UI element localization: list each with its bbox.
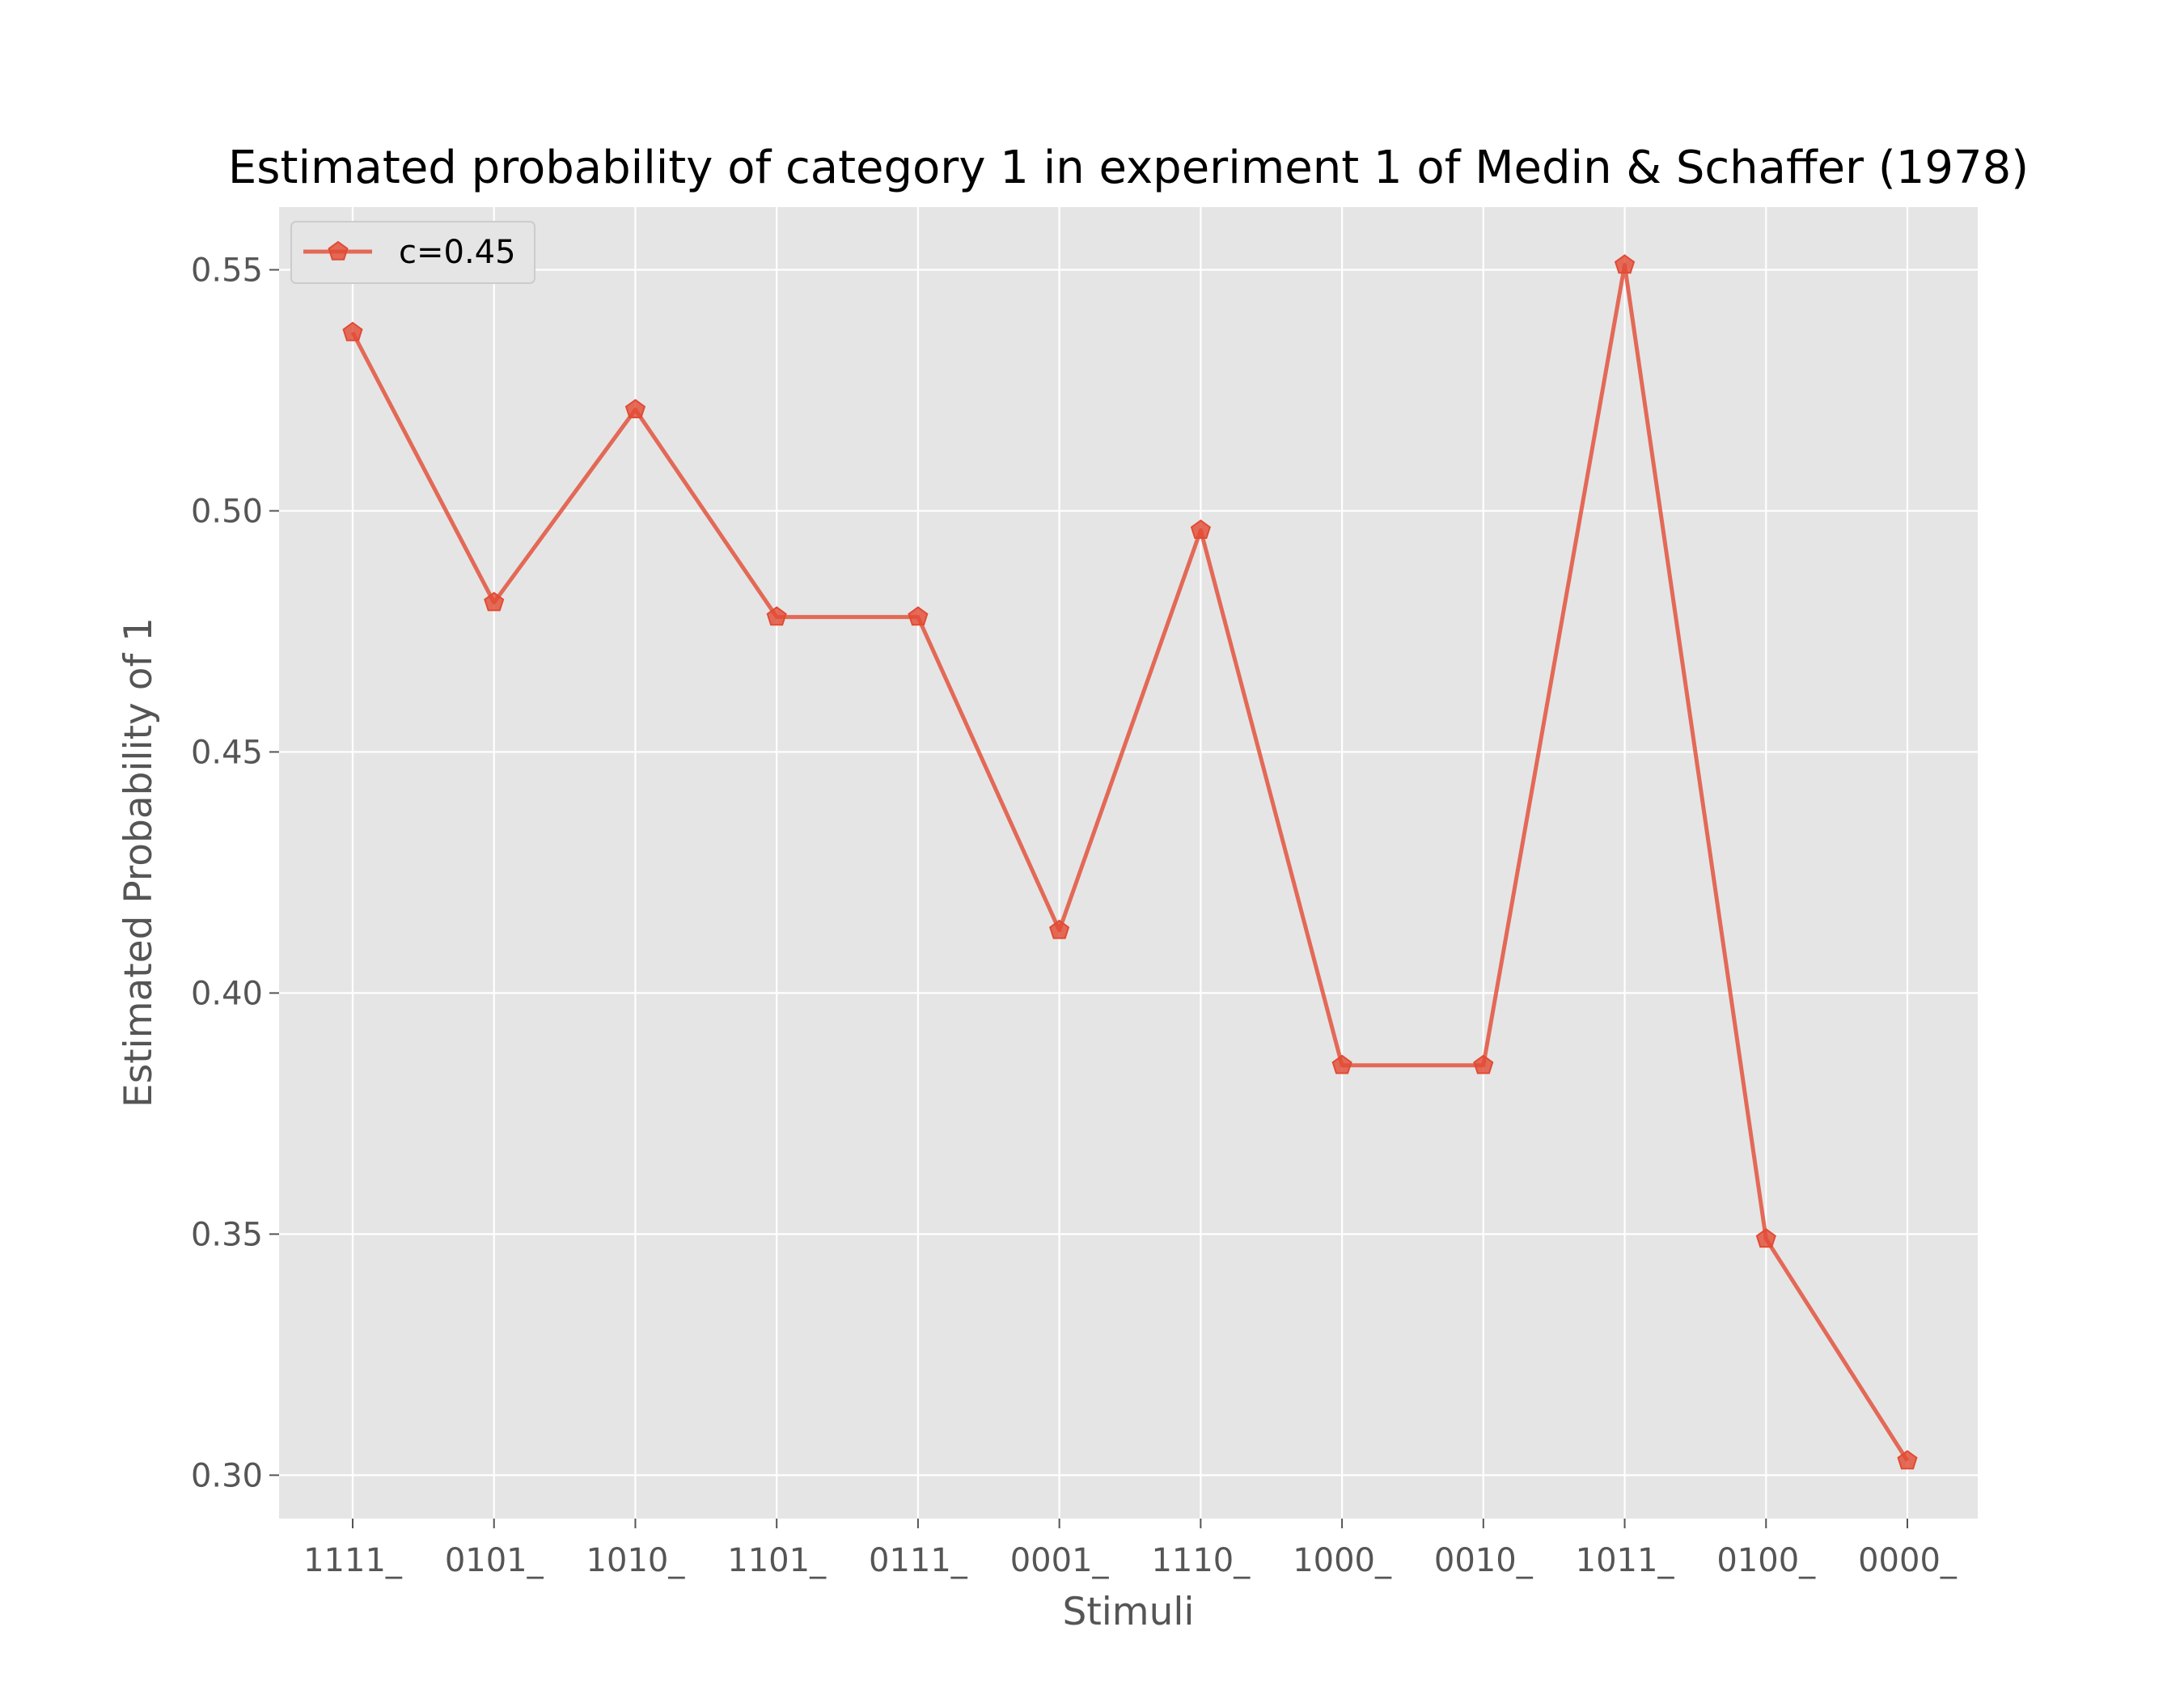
axis-ticks: 1111_ 0101_ 1010_ 1101_ 0111_ 0001_ 1110_ 1000_… bbox=[191, 252, 1958, 1579]
data-point bbox=[766, 606, 787, 626]
y-axis-label: Estimated Probability of 1 bbox=[116, 617, 161, 1108]
y-tick-label: 0.35 bbox=[191, 1216, 263, 1253]
x-tick-label: 0010_ bbox=[1434, 1542, 1534, 1579]
legend-label: c=0.45 bbox=[399, 234, 516, 271]
series-layer bbox=[342, 254, 1918, 1470]
chart-title: Estimated probability of category 1 in e… bbox=[228, 142, 2029, 194]
legend: c=0.45 bbox=[290, 221, 535, 284]
data-point bbox=[1049, 919, 1070, 939]
data-point bbox=[1331, 1054, 1352, 1074]
data-point bbox=[1190, 519, 1211, 539]
x-tick-label: 0111_ bbox=[869, 1542, 968, 1579]
x-tick-label: 0000_ bbox=[1858, 1542, 1958, 1579]
y-tick-label: 0.50 bbox=[191, 493, 263, 530]
y-tick-label: 0.40 bbox=[191, 975, 263, 1012]
x-axis-label: Stimuli bbox=[1062, 1590, 1194, 1634]
x-tick-label: 1110_ bbox=[1151, 1542, 1251, 1579]
grid bbox=[279, 207, 1978, 1519]
legend-box bbox=[290, 221, 535, 284]
x-tick-label: 1010_ bbox=[586, 1542, 686, 1579]
x-tick-label: 0100_ bbox=[1716, 1542, 1816, 1579]
data-point bbox=[624, 399, 646, 418]
data-point bbox=[908, 606, 929, 626]
x-tick-label: 1111_ bbox=[303, 1542, 403, 1579]
data-point bbox=[1755, 1228, 1776, 1248]
data-point bbox=[1897, 1450, 1918, 1470]
series-line bbox=[350, 263, 1910, 1462]
x-tick-label: 1101_ bbox=[727, 1542, 827, 1579]
legend-marker-pentagon bbox=[328, 240, 349, 261]
y-tick-label: 0.45 bbox=[191, 734, 263, 771]
x-tick-label: 0001_ bbox=[1010, 1542, 1110, 1579]
plot-area bbox=[279, 207, 1978, 1519]
y-tick-label: 0.30 bbox=[191, 1457, 263, 1494]
data-point bbox=[484, 591, 505, 612]
x-tick-label: 1011_ bbox=[1576, 1542, 1675, 1579]
data-point bbox=[1473, 1054, 1494, 1074]
data-point bbox=[1614, 254, 1636, 274]
x-tick-label: 0101_ bbox=[445, 1542, 544, 1579]
x-tick-label: 1000_ bbox=[1293, 1542, 1392, 1579]
data-point bbox=[342, 321, 363, 341]
y-tick-label: 0.55 bbox=[191, 252, 263, 289]
